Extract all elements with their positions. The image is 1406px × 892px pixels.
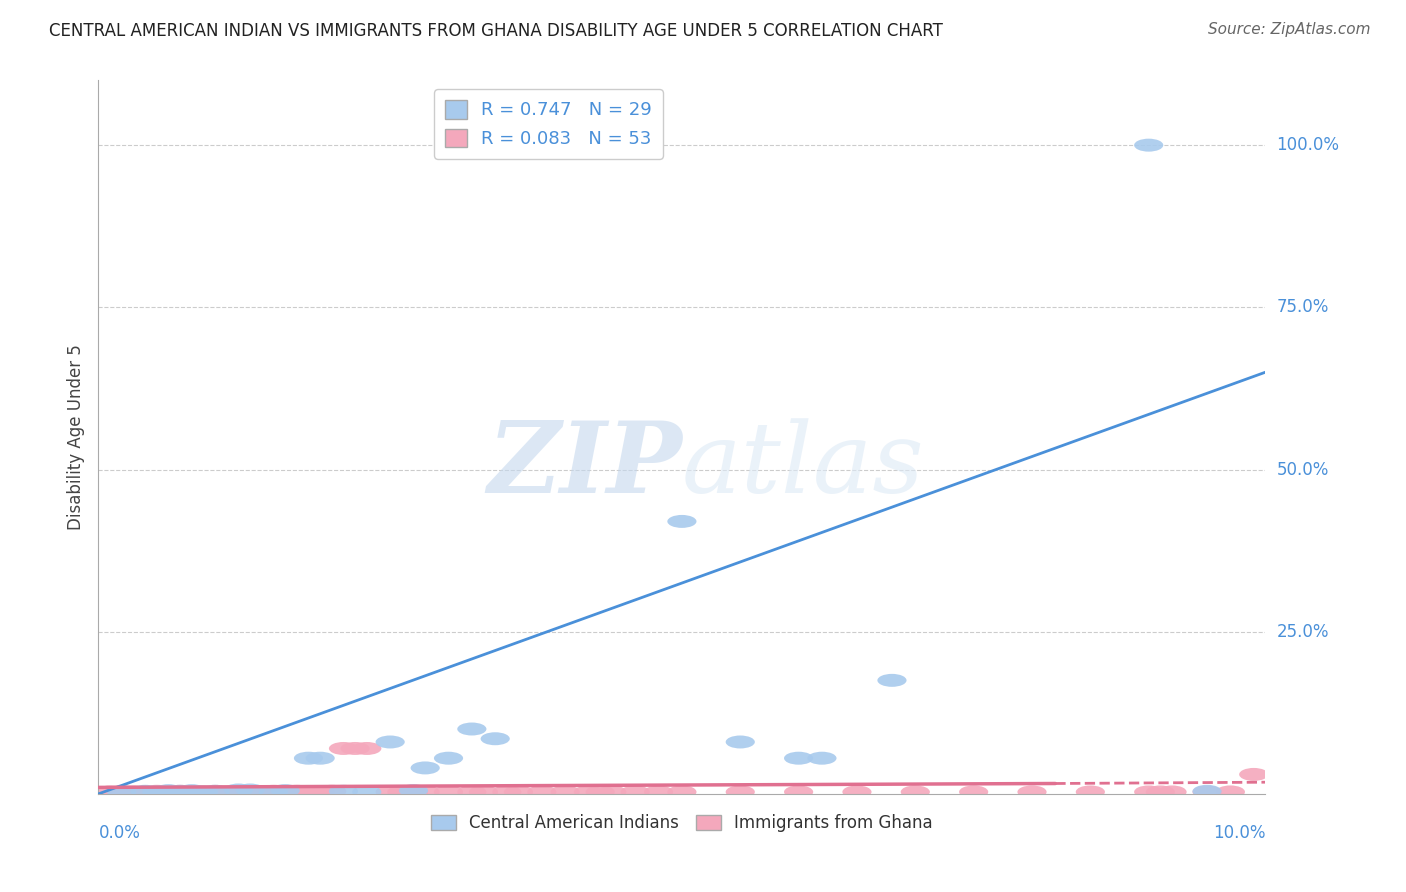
Ellipse shape — [470, 786, 498, 798]
Ellipse shape — [236, 786, 264, 798]
Ellipse shape — [1018, 786, 1046, 798]
Ellipse shape — [166, 785, 194, 797]
Ellipse shape — [668, 786, 696, 798]
Ellipse shape — [785, 752, 813, 764]
Ellipse shape — [1239, 768, 1268, 780]
Ellipse shape — [574, 786, 603, 798]
Text: 10.0%: 10.0% — [1213, 824, 1265, 842]
Ellipse shape — [329, 742, 359, 755]
Ellipse shape — [785, 786, 813, 798]
Ellipse shape — [353, 742, 381, 755]
Ellipse shape — [166, 785, 194, 797]
Ellipse shape — [411, 762, 440, 774]
Ellipse shape — [527, 786, 557, 798]
Ellipse shape — [434, 786, 463, 798]
Ellipse shape — [399, 786, 427, 798]
Ellipse shape — [551, 786, 579, 798]
Ellipse shape — [153, 786, 183, 798]
Text: Source: ZipAtlas.com: Source: ZipAtlas.com — [1208, 22, 1371, 37]
Ellipse shape — [283, 785, 311, 797]
Ellipse shape — [411, 786, 440, 798]
Legend: Central American Indians, Immigrants from Ghana: Central American Indians, Immigrants fro… — [425, 808, 939, 839]
Ellipse shape — [598, 786, 627, 798]
Ellipse shape — [1135, 786, 1163, 798]
Ellipse shape — [259, 785, 288, 797]
Ellipse shape — [294, 786, 323, 798]
Ellipse shape — [224, 783, 253, 797]
Ellipse shape — [399, 784, 427, 797]
Ellipse shape — [224, 785, 253, 797]
Ellipse shape — [201, 785, 229, 797]
Ellipse shape — [586, 786, 614, 798]
Ellipse shape — [1192, 785, 1222, 797]
Ellipse shape — [270, 786, 299, 798]
Ellipse shape — [842, 786, 872, 798]
Ellipse shape — [877, 673, 907, 687]
Ellipse shape — [1216, 786, 1244, 798]
Ellipse shape — [329, 785, 359, 797]
Ellipse shape — [503, 786, 533, 798]
Ellipse shape — [201, 785, 229, 797]
Ellipse shape — [1157, 786, 1187, 798]
Ellipse shape — [1076, 786, 1105, 798]
Ellipse shape — [492, 786, 522, 798]
Text: 100.0%: 100.0% — [1277, 136, 1340, 154]
Ellipse shape — [901, 786, 929, 798]
Ellipse shape — [353, 786, 381, 798]
Ellipse shape — [270, 784, 299, 797]
Ellipse shape — [188, 786, 218, 798]
Ellipse shape — [1192, 786, 1222, 798]
Ellipse shape — [959, 786, 988, 798]
Text: 75.0%: 75.0% — [1277, 298, 1329, 317]
Text: atlas: atlas — [682, 418, 925, 513]
Ellipse shape — [120, 786, 148, 798]
Ellipse shape — [668, 515, 696, 528]
Ellipse shape — [107, 786, 136, 798]
Ellipse shape — [188, 786, 218, 798]
Ellipse shape — [457, 786, 486, 798]
Ellipse shape — [725, 736, 755, 748]
Ellipse shape — [807, 752, 837, 764]
Text: CENTRAL AMERICAN INDIAN VS IMMIGRANTS FROM GHANA DISABILITY AGE UNDER 5 CORRELAT: CENTRAL AMERICAN INDIAN VS IMMIGRANTS FR… — [49, 22, 943, 40]
Ellipse shape — [457, 723, 486, 736]
Ellipse shape — [305, 752, 335, 764]
Ellipse shape — [305, 786, 335, 798]
Ellipse shape — [725, 786, 755, 798]
Ellipse shape — [620, 786, 650, 798]
Ellipse shape — [375, 786, 405, 798]
Text: 25.0%: 25.0% — [1277, 623, 1329, 640]
Ellipse shape — [131, 785, 160, 797]
Y-axis label: Disability Age Under 5: Disability Age Under 5 — [66, 344, 84, 530]
Ellipse shape — [236, 783, 264, 797]
Ellipse shape — [481, 732, 510, 745]
Ellipse shape — [177, 784, 207, 797]
Ellipse shape — [131, 786, 160, 798]
Text: 0.0%: 0.0% — [98, 824, 141, 842]
Ellipse shape — [644, 786, 673, 798]
Ellipse shape — [96, 786, 125, 798]
Text: ZIP: ZIP — [486, 417, 682, 514]
Ellipse shape — [212, 786, 242, 798]
Ellipse shape — [294, 752, 323, 764]
Ellipse shape — [340, 742, 370, 755]
Text: 50.0%: 50.0% — [1277, 460, 1329, 478]
Ellipse shape — [434, 752, 463, 764]
Ellipse shape — [153, 784, 183, 797]
Ellipse shape — [375, 736, 405, 748]
Ellipse shape — [247, 786, 277, 798]
Ellipse shape — [177, 786, 207, 798]
Ellipse shape — [142, 786, 172, 798]
Ellipse shape — [1135, 138, 1163, 152]
Ellipse shape — [142, 785, 172, 797]
Ellipse shape — [107, 785, 136, 797]
Ellipse shape — [259, 786, 288, 798]
Ellipse shape — [1146, 786, 1175, 798]
Ellipse shape — [387, 786, 416, 798]
Ellipse shape — [318, 785, 346, 797]
